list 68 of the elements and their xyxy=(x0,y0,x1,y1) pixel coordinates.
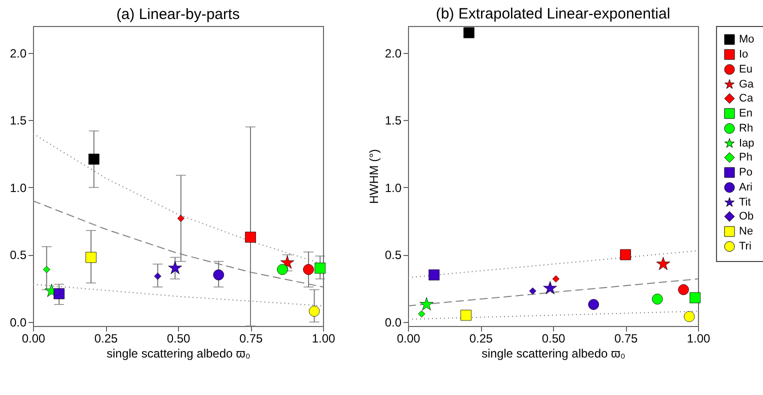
legend-label: Io xyxy=(739,48,748,60)
chart-title: (b) Extrapolated Linear-exponential xyxy=(436,6,670,22)
point xyxy=(690,292,701,304)
x-tick-label: 0.50 xyxy=(542,332,566,346)
point xyxy=(86,252,96,263)
point xyxy=(656,256,670,270)
point xyxy=(43,266,50,274)
x-tick-label: 0.25 xyxy=(469,332,493,346)
x-axis-title: single scattering albedo ϖ₀ xyxy=(482,346,626,360)
point xyxy=(684,311,695,322)
x-tick-label: 0.75 xyxy=(614,332,638,346)
point xyxy=(620,249,631,260)
point xyxy=(552,275,560,282)
point xyxy=(428,269,440,280)
y-tick-label: 0.5 xyxy=(10,248,27,262)
legend-label: Ca xyxy=(739,92,754,104)
legend-label: Eu xyxy=(739,64,752,76)
legend-label: Ga xyxy=(739,78,755,90)
y-tick-label: 1.0 xyxy=(384,180,402,195)
x-tick-label: 0.00 xyxy=(22,332,46,346)
point xyxy=(529,287,536,295)
legend-label: Iap xyxy=(739,138,754,150)
y-tick-label: 1.5 xyxy=(384,114,402,128)
y-tick-label: 0.0 xyxy=(384,315,402,330)
point xyxy=(314,262,326,274)
x-tick-label: 0.75 xyxy=(239,332,263,346)
x-tick-label: 1.00 xyxy=(686,332,710,346)
point xyxy=(543,281,558,294)
point xyxy=(213,269,224,280)
y-tick-label: 1.0 xyxy=(10,180,27,195)
point xyxy=(177,214,184,222)
x-axis-title: single scattering albedo ϖ₀ xyxy=(106,346,250,360)
point xyxy=(154,272,162,280)
point xyxy=(420,297,434,310)
x-tick-label: 0.25 xyxy=(94,332,118,346)
point xyxy=(54,288,65,300)
y-tick-label: 2.0 xyxy=(10,46,27,60)
point xyxy=(460,310,472,321)
legend-label: Ph xyxy=(739,152,752,164)
y-axis-title: HWHM (°) xyxy=(366,149,381,204)
y-tick-label: 2.0 xyxy=(384,46,402,60)
point xyxy=(245,232,256,243)
x-tick-label: 0.00 xyxy=(396,332,420,346)
point xyxy=(463,27,474,38)
legend-label: Mo xyxy=(739,34,754,46)
legend-label: Tri xyxy=(739,240,752,252)
legend-label: Rh xyxy=(739,122,754,134)
point xyxy=(276,264,288,275)
point xyxy=(652,294,663,305)
x-tick-label: 0.50 xyxy=(166,332,190,346)
point xyxy=(303,264,314,275)
chart-title: (a) Linear-by-parts xyxy=(116,6,240,23)
legend-label: Ari xyxy=(739,182,752,194)
y-tick-label: 0.0 xyxy=(10,315,27,330)
point xyxy=(588,299,600,310)
point xyxy=(418,310,426,318)
point xyxy=(678,284,689,296)
legend-label: Po xyxy=(739,166,752,178)
legend-label: Tit xyxy=(739,196,751,208)
point xyxy=(308,306,320,317)
legend-label: Ne xyxy=(739,226,754,238)
legend-label: En xyxy=(739,108,752,120)
y-tick-label: 1.5 xyxy=(10,114,27,128)
point xyxy=(88,154,100,165)
x-tick-label: 1.00 xyxy=(312,332,336,346)
y-tick-label: 0.5 xyxy=(384,248,402,262)
legend-label: Ob xyxy=(739,210,754,222)
point xyxy=(168,260,182,274)
